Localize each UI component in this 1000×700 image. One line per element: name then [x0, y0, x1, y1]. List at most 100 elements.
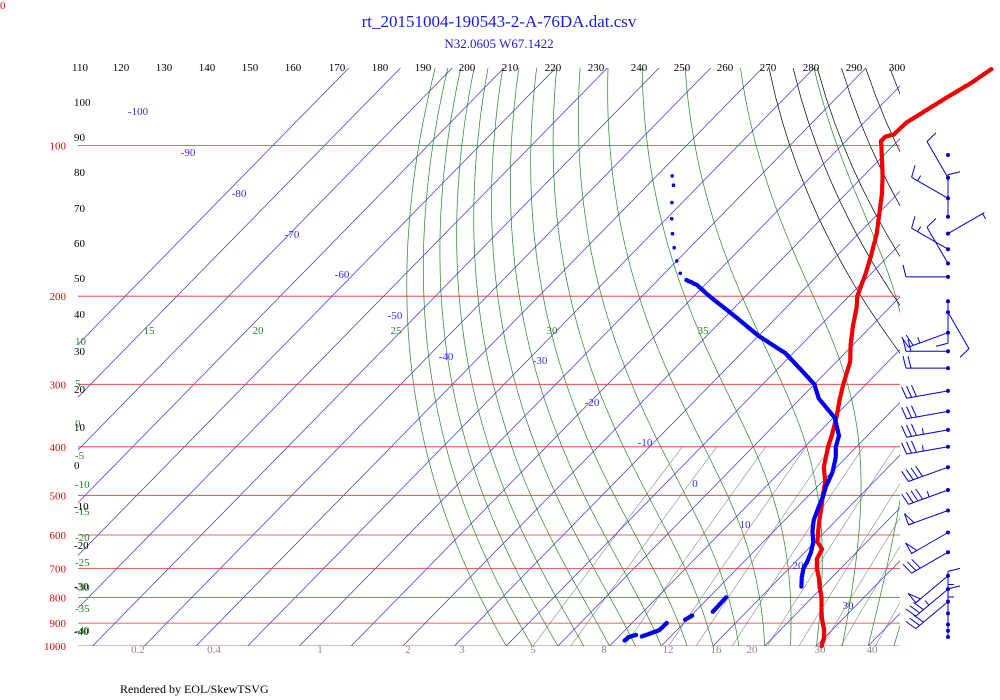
moist-top-label: 30	[547, 325, 559, 337]
wind-barb-staff	[926, 141, 949, 179]
dewpoint-point	[710, 609, 716, 614]
theta-left-label: 70	[74, 203, 86, 215]
theta-top-label: 140	[199, 62, 216, 74]
dewpoint-point	[675, 259, 679, 263]
temperature-point	[955, 89, 960, 94]
isotherm-label: -100	[128, 106, 149, 118]
wind-barb-feather	[910, 385, 917, 397]
wind-barb-feather	[901, 336, 909, 348]
mixing-ratio-line	[840, 545, 900, 646]
theta-top-label: 130	[156, 62, 173, 74]
wind-barb-feather	[901, 442, 908, 455]
temperature-point	[974, 78, 978, 83]
moist-adiabat	[406, 68, 507, 646]
temperature-point	[981, 72, 986, 77]
chart-title: rt_20151004-190543-2-A-76DA.dat.csv	[362, 12, 637, 31]
dewpoint-point	[678, 271, 682, 276]
mixing-ratio-label: 40	[867, 644, 879, 656]
wind-barb-feather	[911, 165, 916, 178]
moist-adiabat	[607, 68, 766, 646]
dry-adiabat	[865, 68, 900, 153]
dry-adiabat	[792, 68, 900, 307]
isotherm	[350, 85, 900, 646]
theta-top-label: 120	[113, 62, 130, 74]
moist-adiabat	[552, 68, 714, 646]
isotherm	[609, 349, 900, 646]
wind-barb-staff	[915, 588, 949, 617]
theta-top-label: 260	[717, 62, 734, 74]
wind-barb-feather	[902, 264, 907, 278]
theta-top-label: 160	[285, 62, 302, 74]
theta-top-label: 230	[588, 62, 605, 74]
isotherm-label: -50	[388, 310, 403, 322]
wind-barb-feather	[902, 355, 907, 369]
wind-barb-feather	[910, 440, 917, 453]
wind-barb-feather	[901, 425, 908, 438]
theta-top-label: 210	[502, 62, 519, 74]
isotherm	[712, 454, 900, 646]
isotherm	[972, 68, 1000, 646]
wind-barb-feather	[907, 355, 912, 369]
wind-barb-staff	[915, 601, 949, 629]
isotherm	[402, 138, 900, 646]
moist-adiabat	[530, 68, 688, 646]
mixing-ratio-label: 20	[747, 644, 759, 656]
wind-barb-feather	[959, 348, 970, 358]
moist-adiabat	[439, 68, 559, 646]
mixing-ratio-label: 5	[530, 644, 536, 656]
dry-adiabat	[889, 68, 900, 95]
pressure-label: 1000	[44, 641, 67, 653]
wind-barb-feather	[905, 334, 914, 346]
wind-barb-staff	[911, 551, 949, 574]
wind-barb-staff	[911, 176, 949, 199]
wind-barb-feather	[935, 342, 949, 347]
moist-adiabat	[578, 68, 740, 646]
pressure-label: 100	[50, 141, 67, 153]
wind-barb-feather	[926, 132, 937, 142]
isotherm-label: -20	[585, 397, 600, 409]
wind-barb-half-feather	[921, 428, 924, 435]
isotherm	[867, 612, 900, 646]
theta-left-label: -10	[74, 501, 89, 513]
theta-left-label: 10	[74, 422, 86, 434]
mixing-ratio-line	[624, 446, 767, 646]
isotherm	[78, 68, 401, 398]
wind-barb-half-feather	[921, 445, 924, 452]
mixing-ratio-line	[731, 446, 864, 646]
dewpoint-point	[672, 245, 676, 250]
theta-top-label: 250	[674, 62, 691, 74]
wind-barb-feather	[909, 605, 920, 614]
theta-left-label: -40	[74, 626, 89, 638]
wind-barb-staff	[911, 532, 949, 554]
wind-barb-feather	[911, 216, 916, 229]
wind-barb-feather	[910, 405, 917, 418]
moist-adiabat	[641, 68, 792, 646]
isotherm-label: 10	[740, 519, 752, 531]
isotherm	[454, 190, 900, 646]
dewpoint-point	[671, 183, 676, 187]
mixing-ratio-label: 12	[663, 644, 674, 656]
isotherm	[92, 68, 660, 646]
wind-barb-feather	[915, 488, 924, 500]
mixing-ratio-label: 30	[815, 644, 827, 656]
isotherm	[78, 68, 556, 556]
isotherm	[78, 68, 350, 345]
isotherm	[195, 68, 763, 646]
dry-adiabat	[914, 68, 1000, 646]
wind-barb-feather	[910, 467, 919, 479]
wind-barb-feather	[913, 614, 924, 623]
theta-top-label: 180	[372, 62, 389, 74]
moist-left-label: -40	[75, 625, 90, 637]
wind-barb-feather	[907, 339, 912, 352]
pressure-label: 600	[50, 530, 67, 542]
wind-barb-staff	[926, 226, 949, 264]
wind-barb-feather	[909, 617, 920, 626]
wind-barb-feather	[905, 492, 914, 503]
dry-adiabat	[841, 68, 900, 207]
pressure-label: 700	[50, 563, 67, 575]
wind-barb-feather	[906, 385, 913, 398]
isotherm-label: 20	[793, 560, 805, 572]
wind-barb-feather	[906, 561, 917, 572]
wind-barb-staff	[906, 446, 949, 455]
mixing-ratio-label: 2	[405, 644, 411, 656]
